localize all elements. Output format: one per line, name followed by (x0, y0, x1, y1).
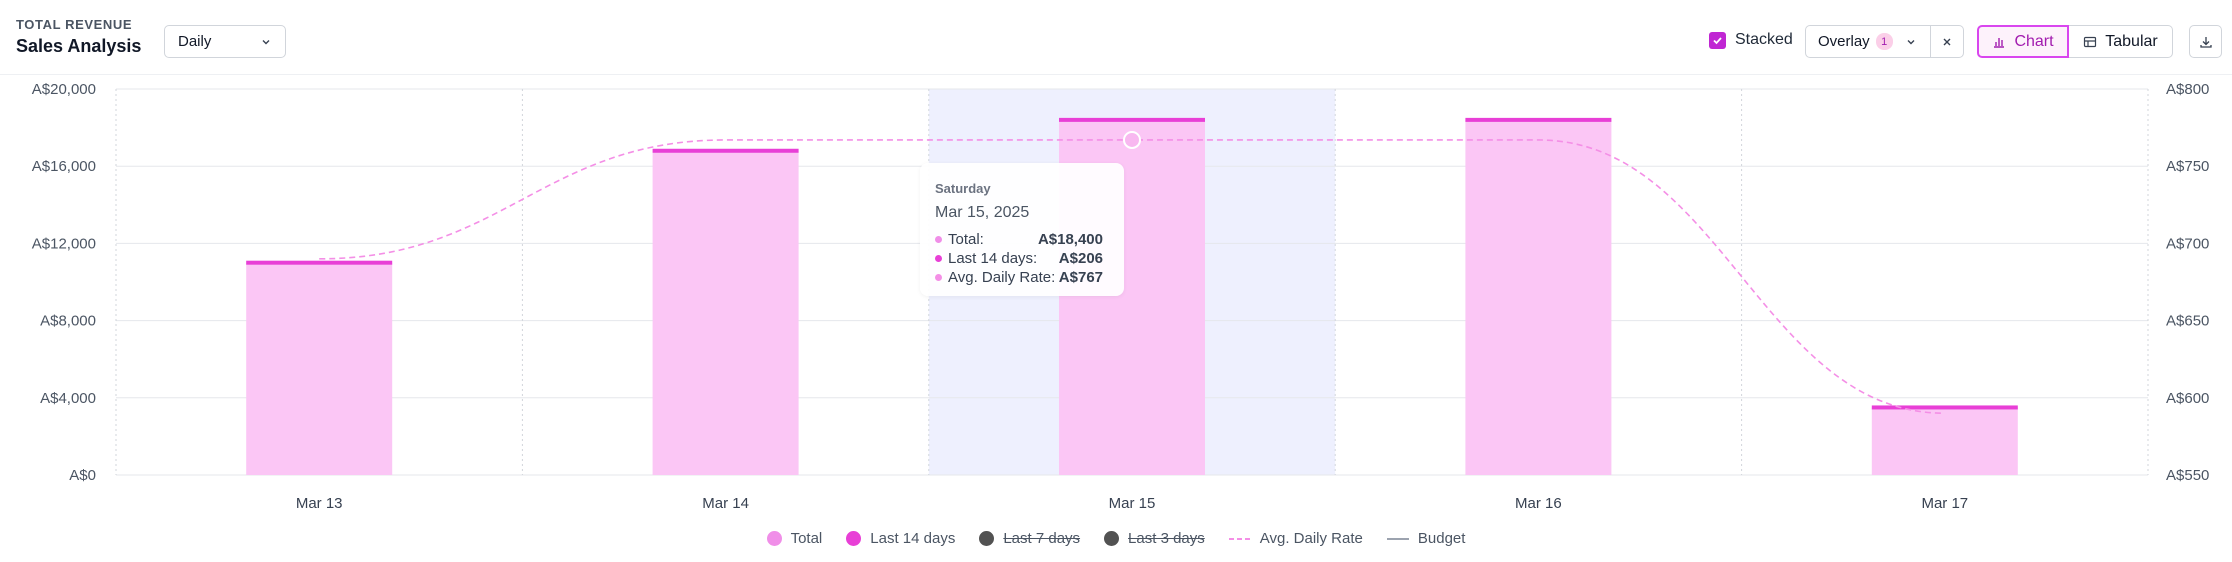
legend-label: Last 14 days (870, 530, 956, 547)
tooltip-row-rate: Avg. Daily Rate: A$767 (935, 268, 1109, 287)
tooltip-value: A$206 (1058, 250, 1103, 267)
x-tick-label: Mar 14 (702, 495, 749, 512)
legend-label: Avg. Daily Rate (1259, 530, 1363, 547)
tooltip-dot-icon (935, 236, 942, 243)
bar-last-14-days (652, 148, 799, 153)
clear-overlay-button[interactable] (1931, 25, 1964, 58)
legend-dashed-line-icon (1228, 537, 1251, 540)
x-tick-label: Mar 17 (1921, 495, 1968, 512)
legend-item[interactable]: Last 3 days (1104, 530, 1205, 547)
chevron-down-icon (1907, 39, 1915, 44)
y-right-tick-label: A$700 (2166, 235, 2209, 252)
tooltip-dot-icon (935, 274, 942, 281)
y-left-tick-label: A$20,000 (32, 81, 96, 98)
chart-eyebrow: TOTAL REVENUE (16, 17, 133, 32)
tooltip-day: Saturday (935, 181, 991, 196)
legend-item[interactable]: Last 14 days (846, 530, 955, 547)
legend-dot-icon (1104, 531, 1120, 546)
tooltip-value: A$18,400 (1037, 231, 1103, 248)
legend-item[interactable]: Total (766, 530, 823, 547)
close-icon (1943, 38, 1951, 45)
bar-total (246, 262, 393, 475)
legend-label: Last 7 days (1003, 530, 1081, 547)
y-left-tick-label: A$4,000 (40, 390, 96, 407)
stacked-checkbox[interactable] (1709, 31, 1726, 49)
bar-chart-icon (1994, 37, 2005, 48)
y-left-tick-label: A$12,000 (32, 235, 96, 252)
tooltip-value: A$767 (1058, 269, 1103, 286)
tooltip-date: Mar 15, 2025 (935, 204, 1030, 221)
period-select-value: Daily (178, 33, 212, 50)
chart-view-button[interactable]: Chart (1977, 25, 2069, 58)
bar-last-14-days (1465, 117, 1612, 122)
y-right-tick-label: A$650 (2166, 313, 2209, 330)
chevron-down-icon (262, 39, 270, 44)
x-tick-label: Mar 13 (296, 495, 343, 512)
view-toggle: Chart Tabular (1977, 25, 2173, 58)
legend-item[interactable]: Last 7 days (979, 530, 1080, 547)
tooltip-row-last14: Last 14 days: A$206 (935, 249, 1109, 268)
tooltip-label: Last 14 days: (948, 250, 1038, 267)
overlay-control: Overlay 1 (1805, 25, 1964, 58)
download-icon (2199, 36, 2212, 48)
stacked-toggle[interactable]: Stacked (1709, 31, 1793, 49)
chart-header: TOTAL REVENUE Sales Analysis Daily Stack… (0, 0, 2232, 75)
overlay-label: Overlay (1818, 33, 1870, 50)
active-point (1123, 130, 1141, 149)
bar-last-14-days (246, 260, 393, 265)
period-select[interactable]: Daily (164, 25, 286, 58)
x-tick-label: Mar 15 (1109, 495, 1156, 512)
chart-title: Sales Analysis (16, 36, 142, 56)
legend-line-icon (1386, 537, 1409, 540)
legend-dot-icon (846, 531, 862, 546)
tabular-view-button[interactable]: Tabular (2069, 25, 2173, 58)
check-icon (1713, 36, 1722, 44)
chart-tooltip: Saturday Mar 15, 2025 Total: A$18,400 La… (920, 163, 1124, 296)
y-left-tick-label: A$0 (69, 467, 96, 484)
tooltip-label: Total: (948, 231, 984, 248)
legend-dot-icon (979, 531, 995, 546)
stacked-label: Stacked (1735, 31, 1793, 48)
overlay-button[interactable]: Overlay 1 (1805, 25, 1931, 58)
table-icon (2084, 36, 2097, 47)
legend-item[interactable]: Avg. Daily Rate (1228, 530, 1363, 547)
overlay-count-badge: 1 (1875, 33, 1893, 50)
tooltip-label: Avg. Daily Rate: (948, 269, 1056, 286)
tabular-view-label: Tabular (2105, 32, 2158, 50)
chart-view-label: Chart (2014, 32, 2054, 50)
tooltip-dot-icon (935, 255, 942, 262)
bar-total (1465, 119, 1612, 475)
download-button[interactable] (2189, 25, 2222, 58)
sales-chart: A$0 A$550 A$4,000 A$600 A$8,000 A$650 A$12,000… (32, 81, 2210, 512)
bar-last-14-days (1871, 405, 2018, 410)
legend-label: Last 3 days (1128, 530, 1205, 547)
legend-item[interactable]: Budget (1386, 530, 1466, 547)
bar-last-14-days (1059, 117, 1205, 122)
y-left-tick-label: A$16,000 (32, 158, 96, 175)
series-line-avg-daily-rate (319, 139, 1945, 415)
bar-total (1871, 407, 2018, 475)
bar-total (652, 150, 799, 475)
chart-legend: Total Last 14 days Last 7 days Last 3 days A… (0, 530, 2232, 547)
y-right-tick-label: A$600 (2166, 390, 2209, 407)
y-right-tick-label: A$550 (2166, 467, 2209, 484)
y-right-tick-label: A$800 (2166, 81, 2209, 98)
tooltip-row-total: Total: A$18,400 (935, 230, 1109, 249)
legend-label: Budget (1417, 530, 1466, 547)
y-right-tick-label: A$750 (2166, 158, 2209, 175)
y-left-tick-label: A$8,000 (40, 313, 96, 330)
x-tick-label: Mar 16 (1515, 495, 1562, 512)
legend-dot-icon (766, 531, 782, 546)
legend-label: Total (790, 530, 823, 547)
